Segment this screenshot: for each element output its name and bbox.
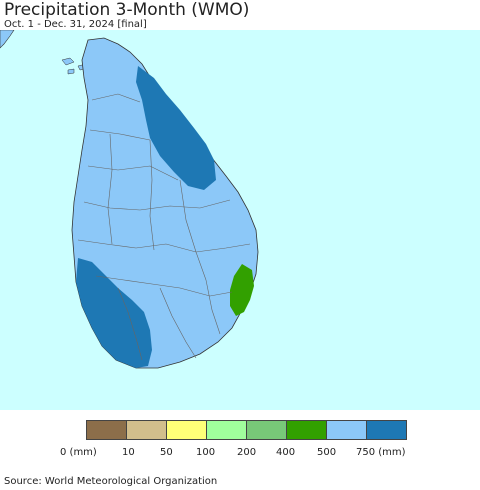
legend-label-100: 100 [196, 447, 216, 458]
legend-label-500: 500 [317, 447, 337, 458]
precipitation-legend [86, 420, 407, 440]
legend-swatch-750 [367, 421, 406, 439]
region-southwest-high [76, 258, 152, 368]
legend-swatch-100 [207, 421, 247, 439]
precipitation-map [0, 30, 480, 410]
legend-swatch-0 [87, 421, 127, 439]
island-north-3 [67, 68, 75, 75]
region-northeast-high [136, 66, 216, 190]
legend-swatch-400 [287, 421, 327, 439]
legend-label-10: 10 [122, 447, 135, 458]
map-subtitle: Oct. 1 - Dec. 31, 2024 [final] [4, 19, 147, 30]
source-credit: Source: World Meteorological Organizatio… [4, 476, 218, 487]
legend-label-0: 0 (mm) [60, 447, 97, 458]
legend-labels: 0 (mm) 10 50 100 200 400 500 750 (mm) [0, 447, 480, 461]
legend-swatch-50 [167, 421, 207, 439]
legend-swatch-10 [127, 421, 167, 439]
legend-label-50: 50 [160, 447, 173, 458]
island-north-1 [61, 57, 75, 66]
legend-swatch-500 [327, 421, 367, 439]
legend-label-750: 750 (mm) [356, 447, 406, 458]
map-title: Precipitation 3-Month (WMO) [4, 0, 250, 20]
legend-swatch-200 [247, 421, 287, 439]
district-boundaries [77, 93, 251, 361]
india-mainland [0, 30, 15, 49]
legend-label-400: 400 [276, 447, 296, 458]
region-east-green [230, 264, 254, 316]
legend-label-200: 200 [237, 447, 257, 458]
